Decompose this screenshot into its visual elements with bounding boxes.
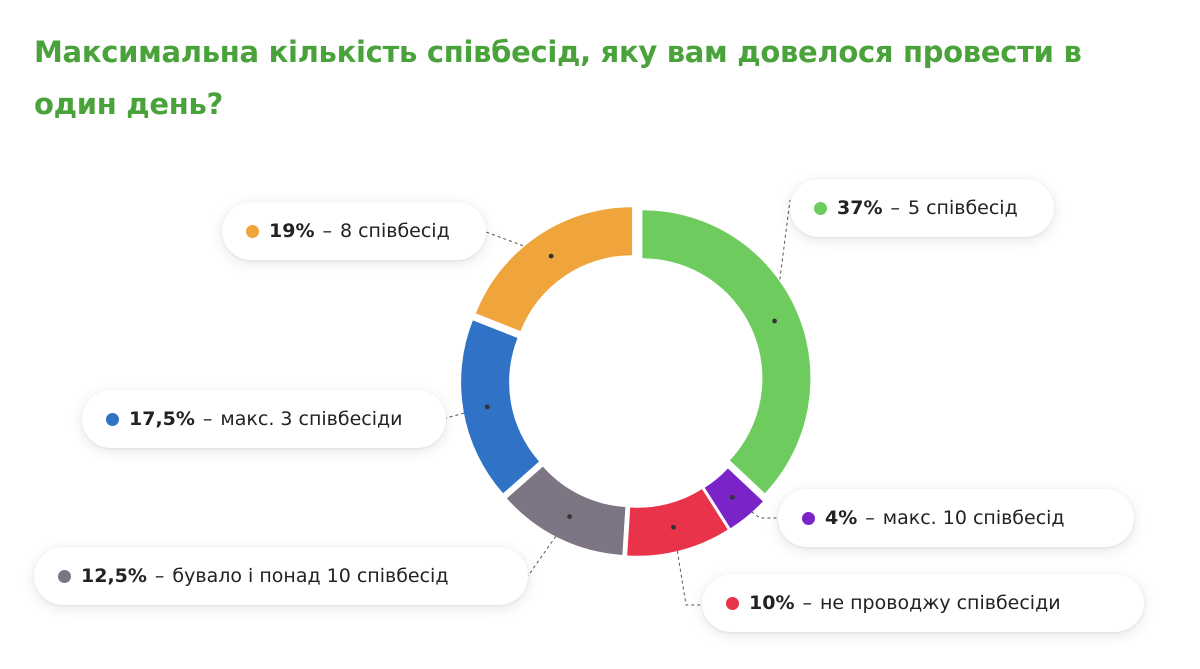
legend-label-none: не проводжу співбесіди xyxy=(819,592,1061,614)
slice-5 xyxy=(642,210,811,494)
legend-pill-max10: 4% – макс. 10 співбесід xyxy=(778,489,1134,547)
legend-label-max10: макс. 10 співбесід xyxy=(882,507,1065,529)
legend-separator: – xyxy=(154,565,165,587)
legend-pill-8: 19% – 8 співбесід xyxy=(222,202,486,260)
legend-percent-none: 10% xyxy=(749,592,795,614)
legend-percent-max3: 17,5% xyxy=(129,408,195,430)
slice-max10-anchor xyxy=(729,494,735,500)
slice-over10 xyxy=(506,466,626,555)
slice-8 xyxy=(475,207,633,332)
slice-5-anchor xyxy=(772,318,777,324)
slice-over10-anchor xyxy=(567,514,572,520)
legend-dot-max10 xyxy=(802,511,815,525)
legend-separator: – xyxy=(890,197,900,219)
legend-pill-over10: 12,5% – бувало і понад 10 співбесід xyxy=(34,547,528,605)
legend-label-8: 8 співбесід xyxy=(339,220,450,242)
legend-separator: – xyxy=(865,507,875,529)
legend-separator: – xyxy=(802,592,812,614)
legend-label-5: 5 співбесід xyxy=(907,197,1018,219)
legend-dot-5 xyxy=(814,201,827,215)
legend-dot-over10 xyxy=(58,569,71,583)
legend-label-over10: бувало і понад 10 співбесід xyxy=(172,565,449,587)
legend-label-max3: макс. 3 співбесіди xyxy=(220,408,403,430)
slice-none-anchor xyxy=(671,524,676,530)
legend-dot-max3 xyxy=(106,412,119,426)
legend-pill-max3: 17,5% – макс. 3 співбесіди xyxy=(82,390,446,448)
slice-max3-anchor xyxy=(484,404,490,410)
legend-dot-none xyxy=(726,596,739,610)
legend-pill-none: 10% – не проводжу співбесіди xyxy=(702,574,1144,632)
slice-none xyxy=(627,489,728,556)
legend-percent-over10: 12,5% xyxy=(81,565,147,587)
legend-separator: – xyxy=(202,408,213,430)
legend-percent-8: 19% xyxy=(269,220,315,242)
slice-8-anchor xyxy=(548,253,554,259)
slice-none-leader-line xyxy=(673,527,702,606)
legend-separator: – xyxy=(322,220,332,242)
legend-percent-5: 37% xyxy=(837,197,883,219)
chart-title: Максимальна кількість співбесід, яку вам… xyxy=(34,35,1082,121)
slice-max3 xyxy=(461,320,540,494)
legend-pill-5: 37% – 5 співбесід xyxy=(790,179,1054,237)
legend-percent-max10: 4% xyxy=(825,507,858,529)
legend-dot-8 xyxy=(246,224,259,238)
